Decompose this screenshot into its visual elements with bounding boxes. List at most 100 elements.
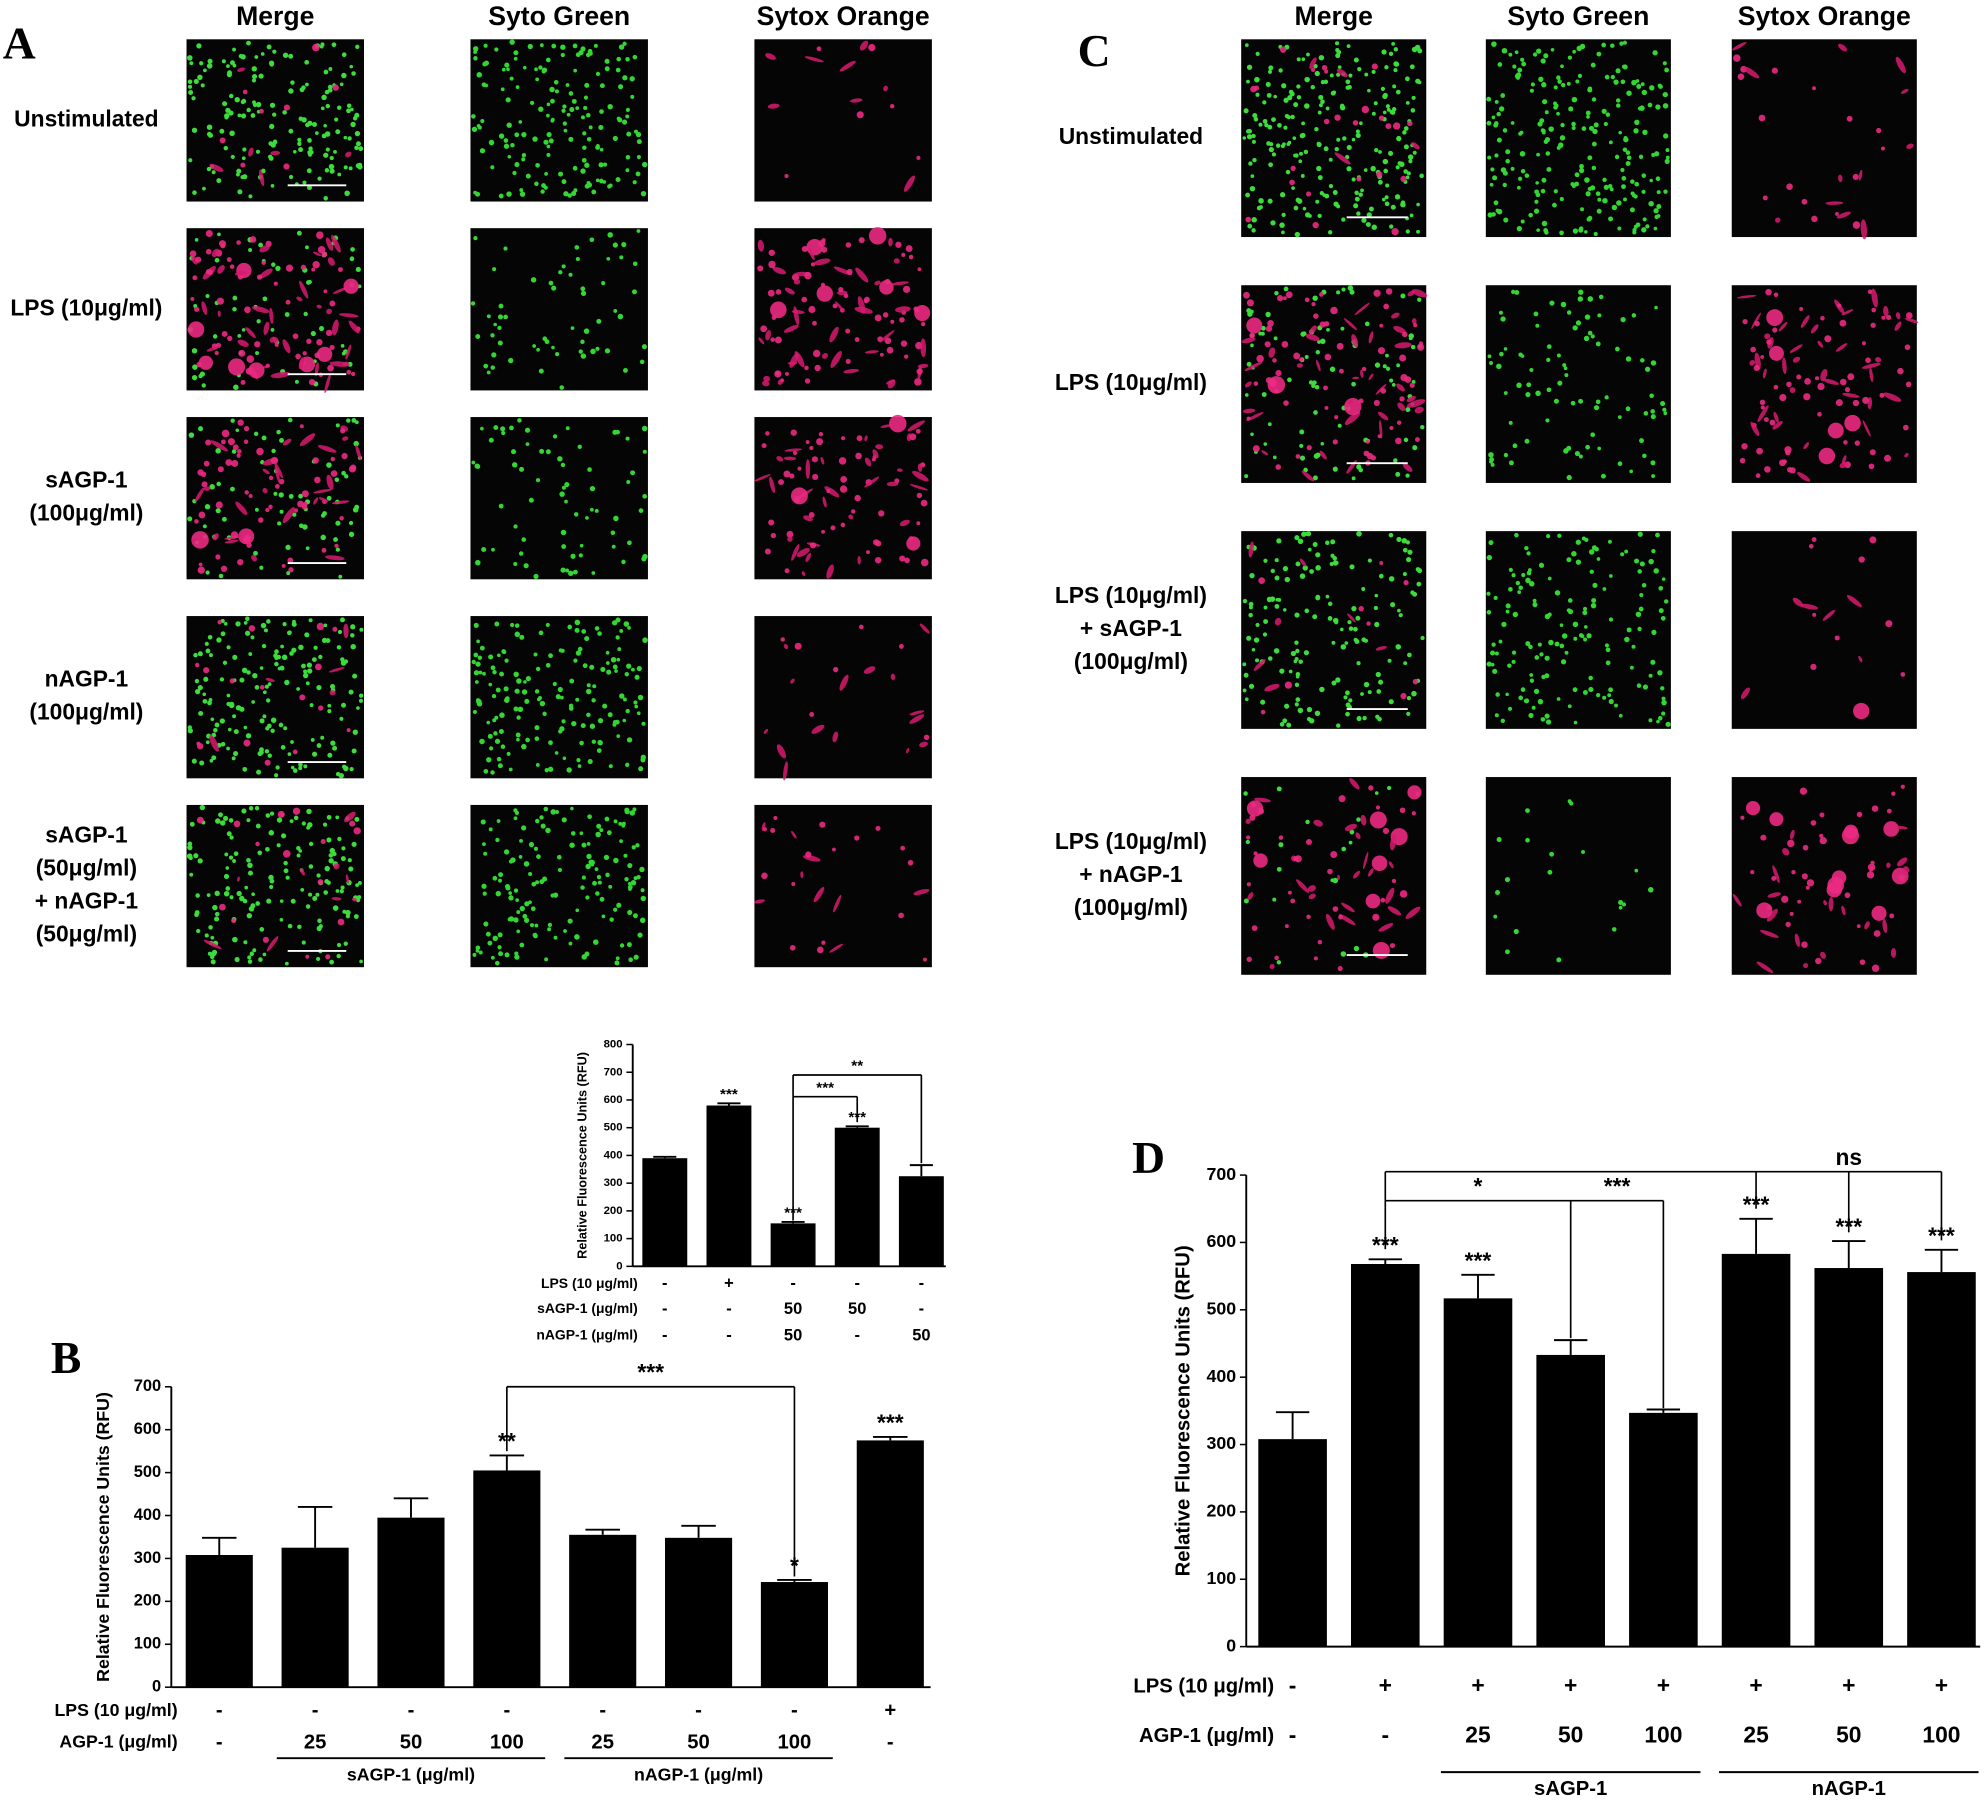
cell-green [246, 670, 250, 674]
cell-green [1271, 569, 1275, 573]
cell-green [1557, 534, 1561, 538]
cell-magenta [1293, 352, 1300, 359]
cell-magenta [202, 481, 208, 487]
cell-magenta [1881, 146, 1885, 150]
cell-green [1273, 456, 1277, 460]
cell-green [255, 806, 259, 810]
cell-magenta [768, 519, 774, 525]
cell-green [513, 50, 518, 55]
cell-magenta [1786, 922, 1791, 927]
cell-green [1263, 559, 1267, 563]
cell-green [1568, 799, 1572, 803]
cell-magenta [197, 469, 203, 475]
cell-magenta [198, 567, 205, 574]
image-background [754, 39, 931, 201]
cell-green [1258, 198, 1264, 204]
cell-green [551, 346, 555, 350]
cell-green [271, 449, 275, 453]
cell-green [320, 42, 324, 46]
cell-magenta [1390, 943, 1395, 948]
cell-green [1384, 65, 1388, 69]
cell-green [492, 876, 497, 881]
condition-entry: - [854, 1326, 859, 1344]
cell-green [235, 621, 240, 626]
cell-green [536, 667, 540, 671]
bracket-label: * [1474, 1173, 1483, 1199]
cell-green [581, 954, 587, 960]
condition-entry: - [1289, 1672, 1297, 1698]
cell-green [347, 103, 352, 108]
cell-green [1596, 52, 1601, 57]
cell-green [508, 155, 512, 159]
cell-green [1619, 41, 1623, 45]
cell-green [1257, 206, 1262, 211]
cell-green [1488, 354, 1492, 358]
cell-green [1545, 656, 1550, 661]
cell-green [634, 955, 639, 960]
cell-green [1648, 103, 1653, 108]
cell-green [637, 932, 642, 937]
cell-magenta [1282, 341, 1289, 348]
cell-magenta [839, 457, 847, 465]
group-label: sAGP-1 [1534, 1778, 1607, 1800]
cell-green [1649, 674, 1653, 678]
cell-green [476, 698, 480, 702]
cell-magenta [309, 379, 315, 385]
condition-entry: - [1381, 1722, 1389, 1748]
cell-green [1383, 169, 1388, 174]
cell-green [1497, 837, 1502, 842]
cell-green [642, 637, 648, 643]
cell-green [1495, 713, 1499, 717]
cell-green [1582, 126, 1587, 131]
cell-magenta [1258, 577, 1265, 584]
cell-green [489, 438, 494, 443]
cell-magenta [763, 827, 767, 831]
cell-green [1312, 295, 1317, 300]
micrograph [1732, 777, 1917, 975]
cell-green [1641, 82, 1645, 86]
cell-green [1243, 599, 1247, 603]
cell-magenta [1891, 948, 1896, 958]
cell-green [1283, 608, 1287, 612]
cell-green [241, 113, 246, 118]
cell-magenta [1903, 425, 1909, 431]
cell-magenta [1324, 70, 1328, 74]
cell-magenta [216, 501, 223, 508]
cell-green [584, 163, 589, 168]
cell-magenta [1337, 343, 1344, 350]
cell-green [1330, 554, 1334, 558]
cell-green [489, 140, 494, 145]
cell-green [585, 184, 590, 189]
cell-green [254, 55, 258, 59]
cell-green [195, 893, 200, 898]
cell-green [587, 137, 592, 142]
cell-green [1279, 669, 1284, 674]
cell-green [234, 851, 239, 856]
cell-magenta [228, 438, 235, 445]
cell-green [297, 231, 302, 236]
cell-green [1642, 90, 1647, 95]
cell-green [1301, 174, 1305, 178]
cell-green [1558, 142, 1563, 147]
cell-green [1324, 146, 1329, 151]
cell-green [249, 906, 254, 911]
cell-green [195, 689, 200, 694]
cell-magenta [816, 438, 823, 445]
cell-green [530, 923, 534, 927]
cell-green [1496, 112, 1500, 116]
cell-magenta [340, 428, 345, 433]
cell-magenta [1246, 318, 1262, 334]
cell-green [522, 914, 527, 919]
cell-green [1405, 76, 1410, 81]
cell-magenta [785, 568, 790, 573]
bracket-label: *** [816, 1079, 834, 1096]
cell-green [536, 478, 540, 482]
cell-green [1515, 73, 1521, 79]
cell-green [1613, 79, 1618, 84]
cell-green [1492, 669, 1497, 674]
cell-magenta [1247, 416, 1251, 420]
cell-green [587, 467, 592, 472]
cell-green [571, 191, 576, 196]
cell-green [1346, 166, 1351, 171]
cell-green [358, 881, 362, 885]
